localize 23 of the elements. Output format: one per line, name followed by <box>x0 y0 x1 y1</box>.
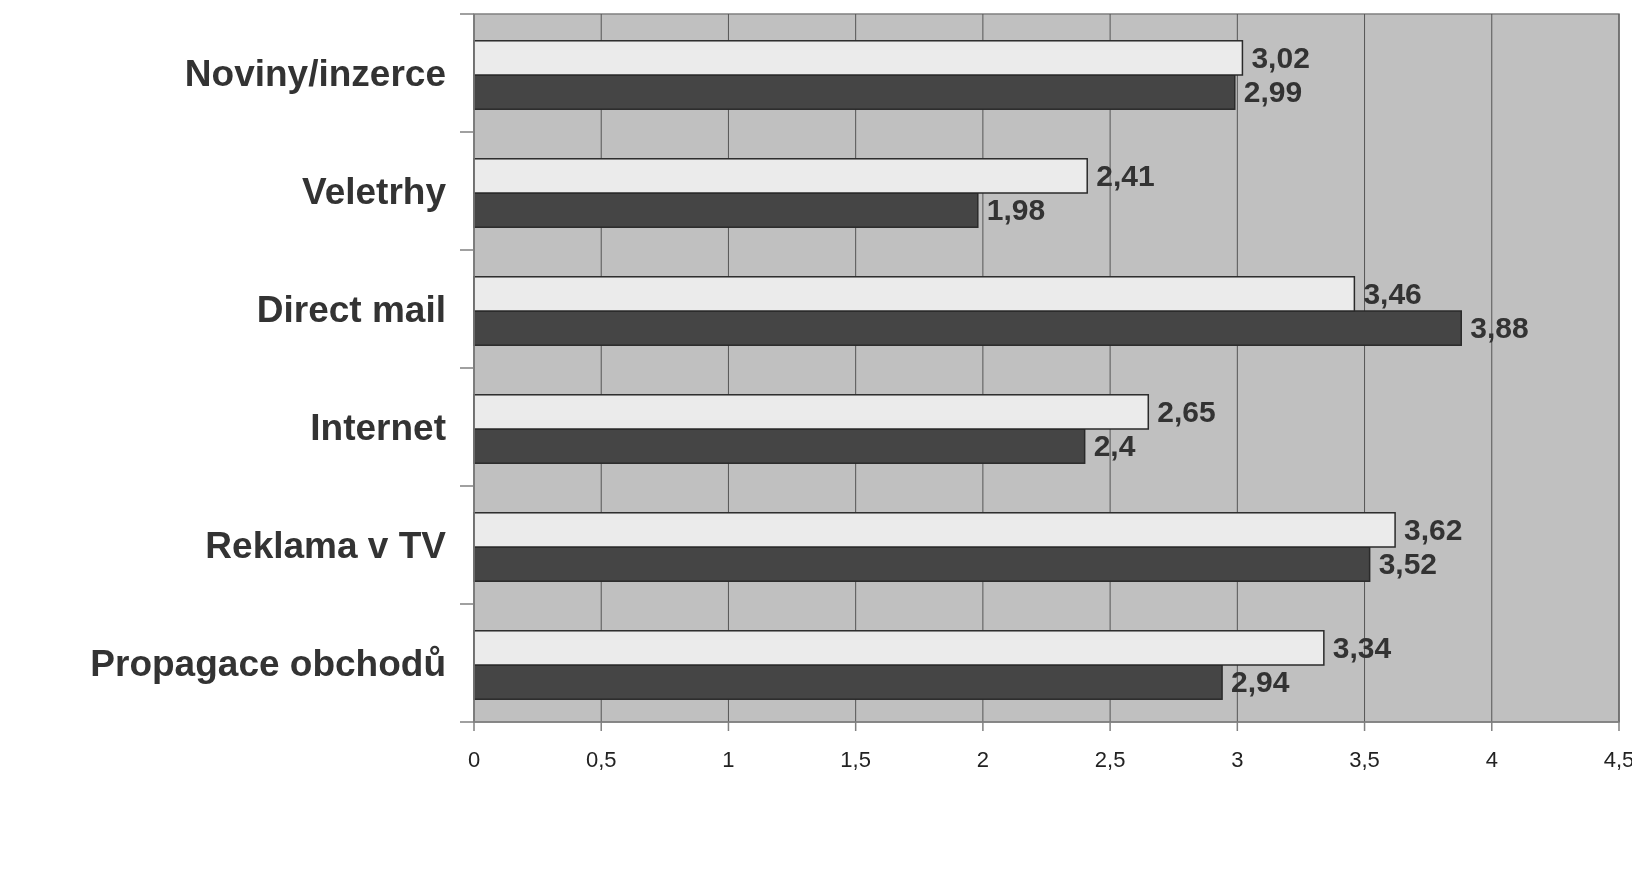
y-tick-label: Veletrhy <box>302 171 447 212</box>
x-tick-label: 3,5 <box>1349 747 1380 772</box>
y-tick-label: Internet <box>310 407 446 448</box>
data-label: 2,65 <box>1157 394 1216 428</box>
x-tick-label: 1 <box>722 747 735 772</box>
x-tick-label: 2 <box>976 747 990 772</box>
data-label: 2,4 <box>1093 429 1136 463</box>
x-tick-label: 3 <box>1231 747 1244 772</box>
x-tick-label: 4 <box>1485 747 1498 772</box>
y-tick-label: Direct mail <box>256 289 446 330</box>
y-tick-label: Noviny/inzerce <box>184 53 446 94</box>
data-label: 1,98 <box>986 193 1046 227</box>
y-tick-label: Propagace obchodů <box>90 643 446 684</box>
x-tick-label: 2,5 <box>1094 747 1126 772</box>
x-tick-label: 0 <box>467 747 481 772</box>
x-tick-label: 1,5 <box>840 747 871 772</box>
data-label: 3,62 <box>1404 512 1463 546</box>
y-tick-label: Reklama v TV <box>205 525 447 566</box>
data-label: 2,99 <box>1243 75 1303 109</box>
data-label: 3,52 <box>1378 547 1438 581</box>
x-tick-label: 0,5 <box>585 747 617 772</box>
data-label: 2,41 <box>1096 158 1155 192</box>
data-label: 3,02 <box>1251 40 1310 74</box>
